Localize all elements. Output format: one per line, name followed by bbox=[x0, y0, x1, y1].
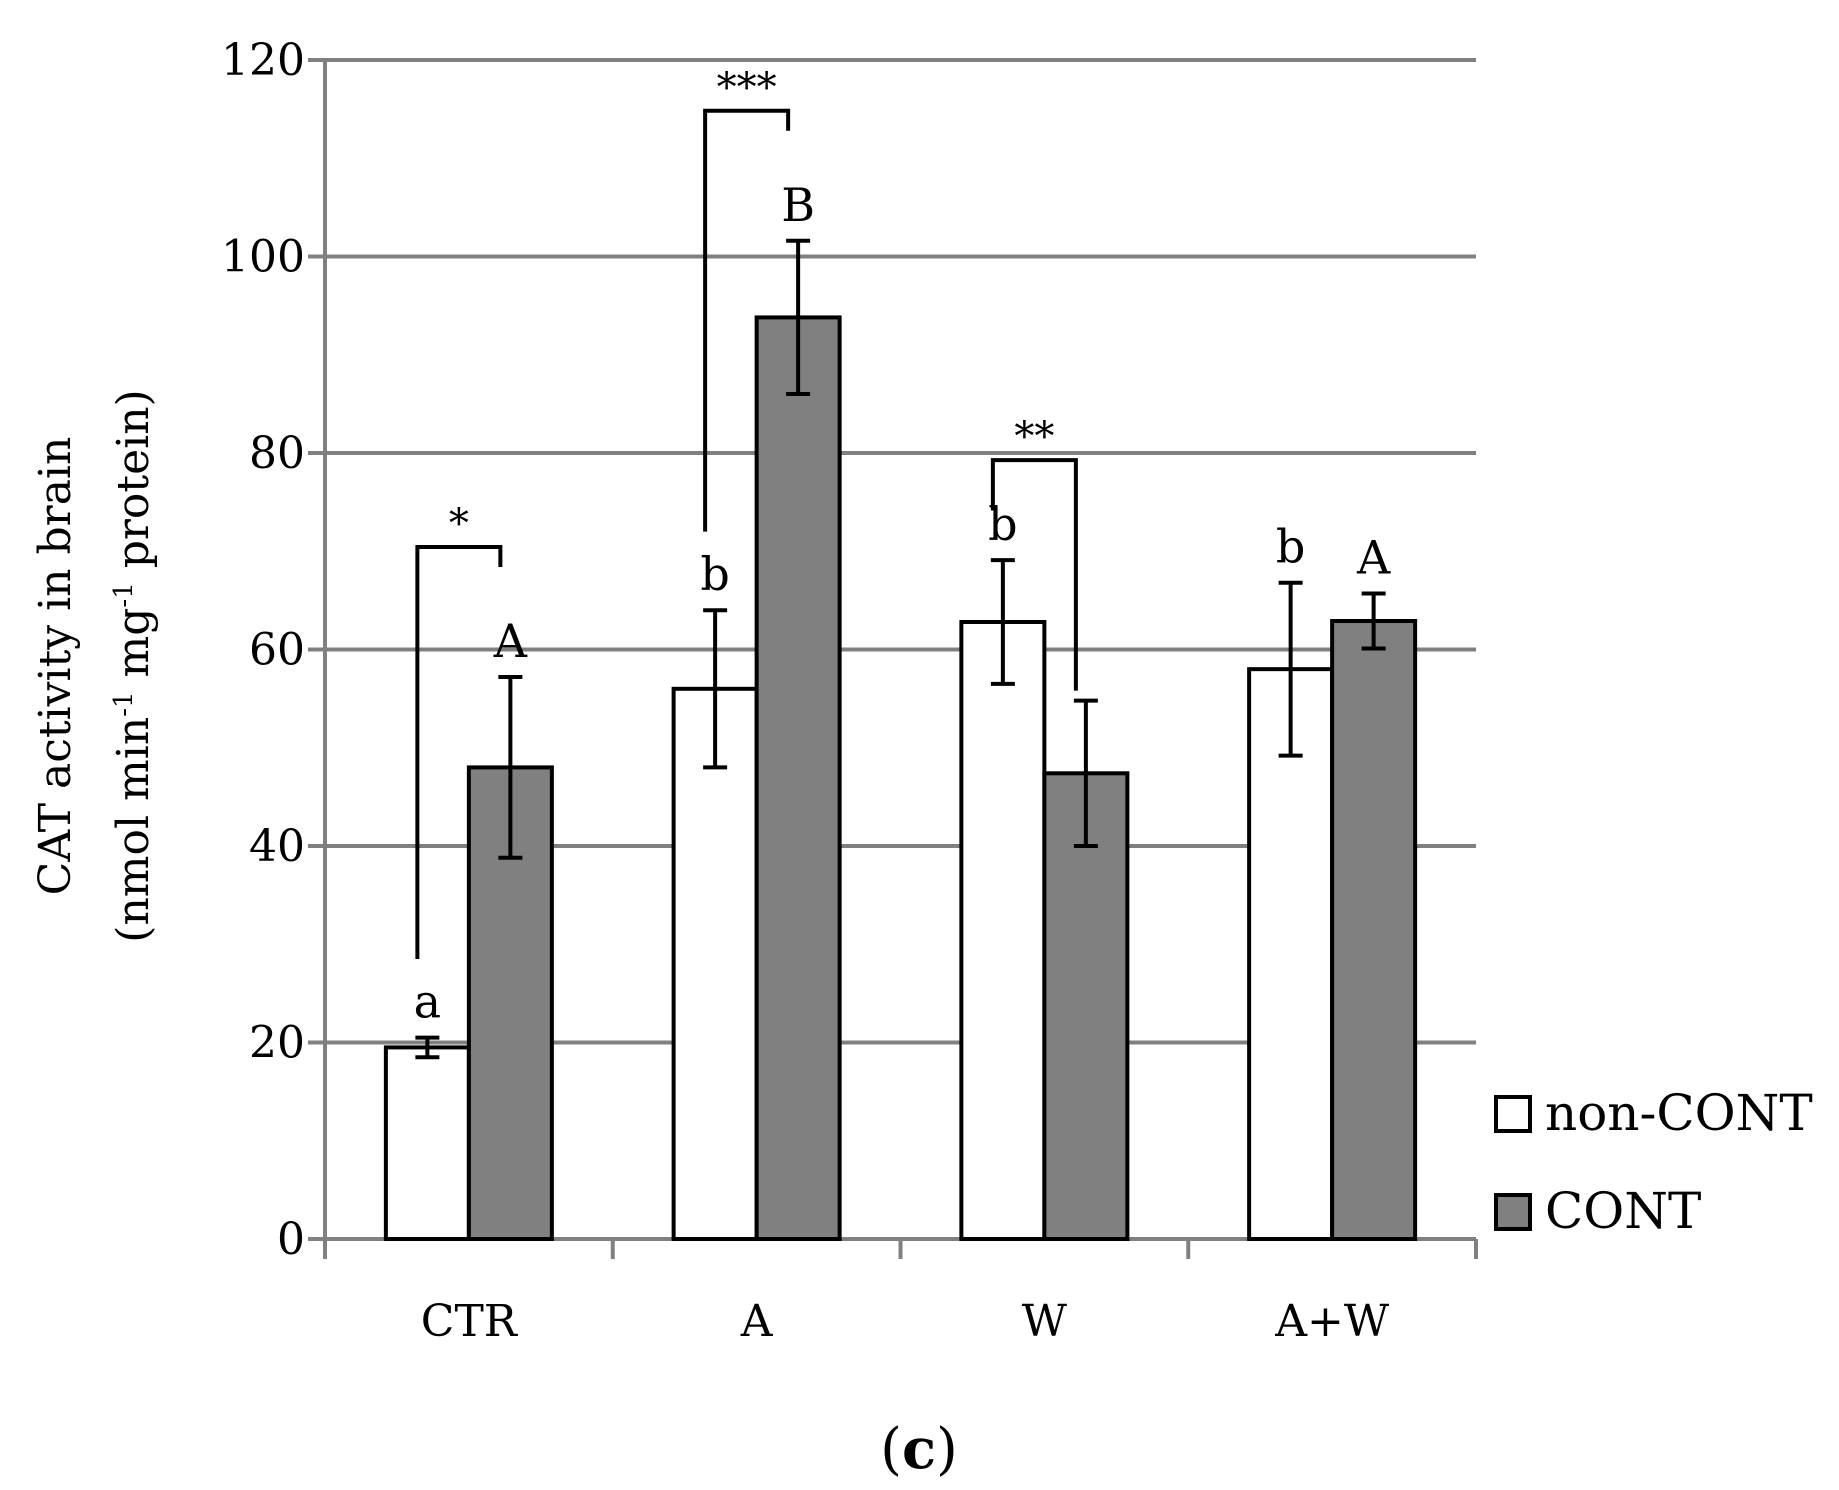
y-tick-label-60: 60 bbox=[249, 625, 305, 676]
bar-CONT-W bbox=[1042, 771, 1130, 1241]
significance-bracket-CTR: * bbox=[415, 501, 503, 959]
error-bars bbox=[415, 238, 1386, 1060]
error-bar-non-CONT-A+W bbox=[1278, 580, 1303, 758]
error-bar-non-CONT-CTR bbox=[415, 1035, 440, 1060]
legend: non-CONT CONT bbox=[1494, 1084, 1813, 1240]
group-letter-CONT-A+W: A bbox=[1356, 530, 1391, 584]
x-tick-label-CTR: CTR bbox=[421, 1296, 519, 1347]
legend-swatch-cont bbox=[1494, 1193, 1532, 1231]
bar-non-CONT-CTR bbox=[383, 1045, 471, 1241]
significance-brackets: ****** bbox=[415, 65, 1078, 959]
group-letter-non-CONT-A+W: b bbox=[1276, 520, 1305, 574]
error-bar-CONT-A bbox=[786, 238, 811, 397]
x-tick-label-A+W: A+W bbox=[1274, 1296, 1390, 1347]
significance-bracket-line bbox=[990, 458, 1078, 691]
legend-label-cont: CONT bbox=[1545, 1182, 1701, 1240]
legend-label-non-cont: non-CONT bbox=[1545, 1084, 1813, 1142]
y-tick-label-100: 100 bbox=[221, 232, 305, 283]
significance-label-CTR: * bbox=[449, 501, 469, 547]
bar-non-CONT-A+W bbox=[1247, 667, 1335, 1241]
x-tick-label-W: W bbox=[1022, 1296, 1068, 1347]
x-tick-label-A: A bbox=[740, 1296, 774, 1347]
y-tick-label-120: 120 bbox=[221, 35, 305, 86]
x-tick-labels: CTR A W A+W bbox=[421, 1296, 1390, 1347]
bar-non-CONT-W bbox=[959, 619, 1047, 1241]
group-letter-CONT-A: B bbox=[781, 178, 815, 232]
significance-label-W: ** bbox=[1014, 414, 1054, 460]
group-letter-non-CONT-CTR: a bbox=[414, 975, 441, 1029]
y-tick-label-80: 80 bbox=[249, 428, 305, 479]
group-letter-CONT-CTR: A bbox=[493, 614, 528, 668]
legend-swatch-non-cont bbox=[1494, 1095, 1532, 1133]
significance-label-A: *** bbox=[717, 65, 777, 111]
significance-bracket-line bbox=[415, 545, 503, 959]
y-tick-label-0: 0 bbox=[277, 1214, 305, 1265]
panel-label: (c) bbox=[880, 1416, 958, 1482]
significance-bracket-line bbox=[703, 108, 791, 532]
error-bar-CONT-W bbox=[1073, 698, 1098, 848]
y-tick-labels: 0 20 40 60 80 100 120 bbox=[221, 35, 305, 1265]
bar-non-CONT-A bbox=[671, 686, 759, 1241]
error-bar-CONT-CTR bbox=[498, 675, 523, 860]
error-bar-non-CONT-W bbox=[990, 558, 1015, 686]
y-tick-label-20: 20 bbox=[249, 1018, 305, 1069]
significance-bracket-A: *** bbox=[703, 65, 791, 532]
y-axis-unit: (nmol min-1 mg-1 protein) bbox=[108, 389, 159, 942]
error-bar-CONT-A+W bbox=[1361, 591, 1386, 651]
bar-CONT-A bbox=[754, 315, 842, 1242]
y-tick-label-40: 40 bbox=[249, 821, 305, 872]
error-bar-non-CONT-A bbox=[703, 608, 728, 770]
significance-bracket-W: ** bbox=[990, 414, 1078, 691]
bars bbox=[383, 315, 1418, 1242]
y-axis-title: CAT activity in brain bbox=[30, 437, 81, 896]
group-letter-non-CONT-A: b bbox=[700, 547, 729, 601]
bar-CONT-A+W bbox=[1330, 619, 1418, 1241]
